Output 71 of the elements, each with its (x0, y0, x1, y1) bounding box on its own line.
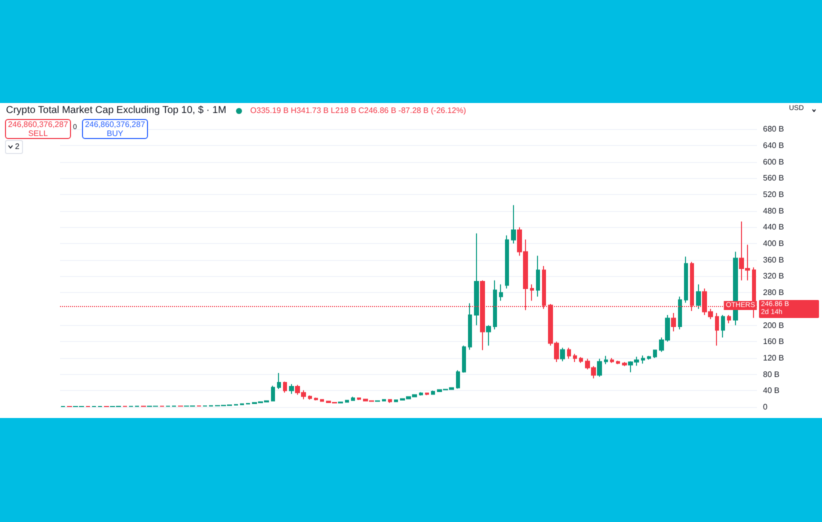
y-tick-label: 160 B (763, 337, 784, 346)
candlestick (616, 360, 620, 365)
y-tick-label: 560 B (763, 174, 784, 183)
candlestick (696, 284, 701, 310)
candlestick (462, 345, 466, 374)
y-tick-label: 480 B (763, 206, 784, 216)
candlestick (308, 395, 312, 400)
candlestick (671, 312, 676, 332)
candlestick (530, 284, 534, 302)
y-tick-label: 120 B (763, 353, 784, 362)
y-tick-label: 600 B (763, 157, 784, 166)
candlestick (357, 397, 361, 401)
text: SELL (28, 129, 48, 138)
candlestick (456, 370, 460, 390)
y-tick-label: 440 B (763, 222, 784, 232)
candlestick (320, 398, 324, 402)
candlestick (419, 392, 423, 396)
y-tick-label: 520 B (763, 190, 784, 200)
y-tick-label: 80 B (763, 370, 780, 379)
candlestick (715, 312, 719, 346)
annotation: 246,860,376,287 (8, 120, 68, 129)
candlestick (499, 284, 503, 302)
candlestick (653, 349, 657, 358)
candlestick (271, 385, 275, 402)
candlestick (505, 234, 509, 289)
y-tick-label: 320 B (763, 272, 784, 281)
y-tick-label: 200 B (763, 320, 784, 330)
candlestick (573, 353, 577, 363)
candlestick (431, 390, 435, 396)
candlestick (536, 255, 540, 298)
candlestick (622, 362, 627, 367)
candlestick (283, 381, 287, 394)
candlestick (511, 204, 516, 244)
y-tick-label: 280 B (763, 288, 784, 298)
candlestick (684, 256, 688, 304)
candlestick (604, 355, 608, 365)
candlestick (468, 302, 472, 350)
candlestick (314, 397, 318, 401)
candlestick (289, 384, 294, 394)
candlestick (610, 357, 614, 364)
candlestick (727, 314, 731, 324)
candlestick (474, 232, 479, 326)
candlestick (579, 356, 583, 364)
candlestick (351, 396, 355, 402)
candlestick (721, 314, 725, 338)
candlestick (486, 324, 491, 346)
candlestick (641, 354, 645, 364)
annotation: O335.19 B H341.73 B L218 B C246.86 B -87.28 B (-26.12%) (250, 106, 466, 115)
candlestick (678, 296, 682, 330)
annotation: BUY (106, 129, 124, 138)
chart-title: Crypto Total Market Cap Excluding Top 10, $ · 1M (6, 105, 226, 116)
text: 2 (15, 142, 20, 151)
y-tick-label: 680 B (763, 124, 784, 134)
candlestick (647, 355, 651, 360)
candlestick (560, 347, 565, 362)
candlestick (382, 398, 386, 402)
candlestick (567, 347, 571, 360)
annotation: 246,860,376,287 (84, 120, 146, 129)
candlestick (493, 280, 497, 330)
y-tick-label: 400 B (763, 239, 784, 248)
candlestick (338, 401, 343, 404)
candlestick (394, 399, 398, 403)
candlestick (388, 398, 392, 404)
y-tick-label: 40 B (763, 386, 780, 396)
candlestick (345, 400, 349, 403)
candlestick (425, 392, 429, 396)
candlestick (277, 372, 281, 390)
candlestick (597, 358, 602, 378)
y-tick-label: 640 B (763, 140, 784, 150)
y-tick-label: 360 B (763, 255, 784, 264)
y-tick-label: 0 (763, 402, 768, 412)
